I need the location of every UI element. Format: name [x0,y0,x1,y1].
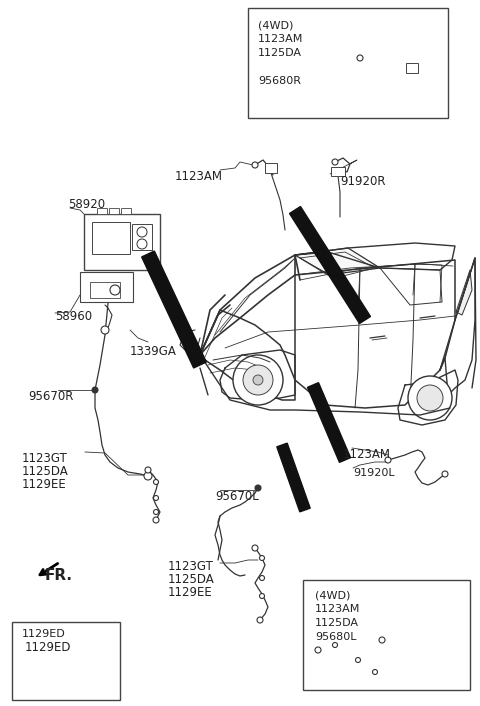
Polygon shape [295,260,455,408]
Text: 95680R: 95680R [258,76,301,86]
Circle shape [260,556,264,561]
Bar [92,222,130,254]
Circle shape [110,285,120,295]
Polygon shape [200,255,295,355]
Circle shape [252,545,258,551]
Bar [265,163,277,173]
Circle shape [92,387,98,393]
Circle shape [442,471,448,477]
Circle shape [144,472,152,480]
Text: 1123AM: 1123AM [343,448,391,461]
Circle shape [153,517,159,523]
Circle shape [260,594,264,599]
Circle shape [408,376,452,420]
Text: 1123GT: 1123GT [22,452,68,465]
Circle shape [332,159,338,165]
Bar [132,224,152,250]
Circle shape [101,326,109,334]
Circle shape [233,355,283,405]
Polygon shape [295,248,380,275]
Bar [90,282,120,298]
Text: (4WD): (4WD) [315,590,350,600]
Text: 1129EE: 1129EE [22,478,67,491]
Polygon shape [180,330,200,350]
Text: 1125DA: 1125DA [22,465,69,478]
Text: 1129EE: 1129EE [168,586,213,599]
Circle shape [253,375,263,385]
Bar [80,272,133,302]
Bar [84,214,160,270]
Text: 1123GT: 1123GT [168,560,214,573]
Text: 95670L: 95670L [215,490,259,503]
Polygon shape [456,270,472,315]
Text: 1125DA: 1125DA [258,48,302,58]
Polygon shape [277,443,310,512]
Circle shape [154,510,158,515]
Text: 95680L: 95680L [315,632,357,642]
Polygon shape [200,310,295,400]
Bar [12,622,120,700]
Text: 1125DA: 1125DA [315,618,359,628]
Polygon shape [289,207,371,323]
Text: 1129ED: 1129ED [25,641,72,654]
Text: 58960: 58960 [55,310,92,323]
Circle shape [333,642,337,647]
Text: 1123AM: 1123AM [315,604,360,614]
Circle shape [379,637,385,643]
Circle shape [385,457,391,463]
Text: 91920L: 91920L [353,468,395,478]
Polygon shape [295,243,455,270]
Circle shape [145,467,151,473]
Circle shape [257,617,263,623]
Circle shape [154,479,158,484]
Bar [121,208,131,214]
Circle shape [357,55,363,61]
Circle shape [252,162,258,168]
Bar [303,580,470,690]
Circle shape [255,485,261,491]
Polygon shape [398,370,458,425]
Circle shape [154,496,158,501]
Text: 91920R: 91920R [340,175,385,188]
Circle shape [260,575,264,580]
Text: 1123AM: 1123AM [175,170,223,183]
Circle shape [356,657,360,662]
Text: FR.: FR. [45,568,73,583]
Text: 58920: 58920 [68,198,105,211]
Text: 1125DA: 1125DA [168,573,215,586]
Circle shape [243,365,273,395]
Text: (4WD): (4WD) [258,20,293,30]
Text: 1339GA: 1339GA [130,345,177,358]
Text: 1123AM: 1123AM [258,34,303,44]
Text: 1129ED: 1129ED [22,629,66,639]
Polygon shape [440,258,475,395]
Circle shape [417,385,443,411]
Bar [97,208,107,214]
Circle shape [137,227,147,237]
Bar [331,167,345,176]
Polygon shape [220,350,295,400]
Polygon shape [142,251,206,368]
Circle shape [315,647,321,653]
Bar [248,8,448,118]
Bar [109,208,119,214]
Circle shape [137,239,147,249]
Polygon shape [308,383,350,462]
Bar [406,63,418,73]
Text: 95670R: 95670R [28,390,73,403]
Circle shape [372,669,377,674]
